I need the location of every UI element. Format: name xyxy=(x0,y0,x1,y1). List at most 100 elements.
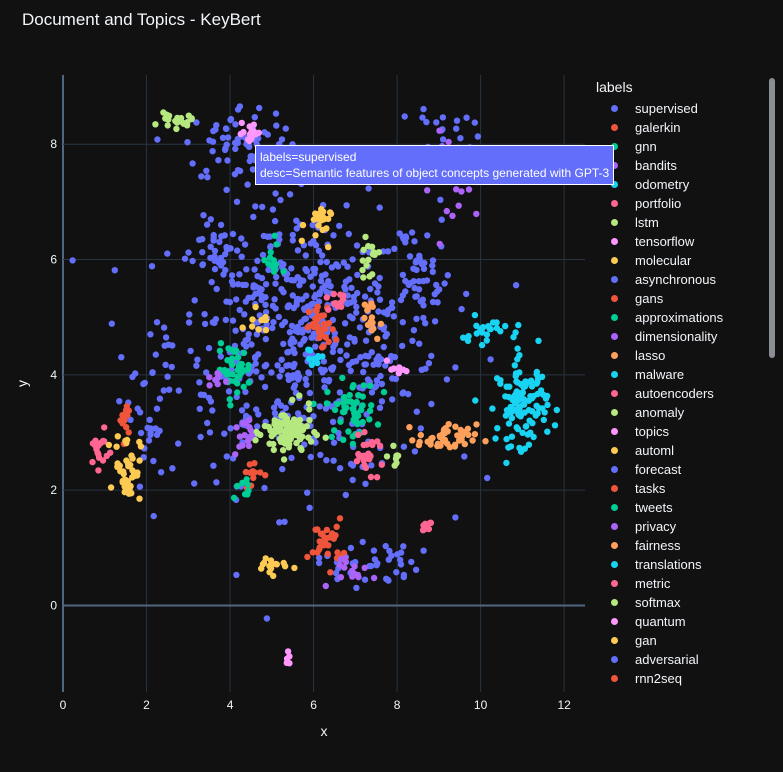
data-point-odometry[interactable] xyxy=(311,356,319,364)
data-point-lstm[interactable] xyxy=(305,400,313,407)
data-point-galerkin[interactable] xyxy=(317,331,325,339)
data-point-supervised[interactable] xyxy=(241,241,249,248)
legend-item-dimensionality[interactable]: dimensionality xyxy=(590,327,765,346)
data-point-supervised[interactable] xyxy=(388,352,395,360)
data-point-supervised[interactable] xyxy=(211,265,219,273)
legend-item-malware[interactable]: malware xyxy=(590,365,765,384)
legend-item-anomaly[interactable]: anomaly xyxy=(590,403,765,422)
data-point-bandits[interactable] xyxy=(436,127,443,134)
data-point-galerkin[interactable] xyxy=(324,550,331,557)
data-point-galerkin[interactable] xyxy=(329,326,336,333)
data-point-supervised[interactable] xyxy=(415,286,423,293)
data-point-supervised[interactable] xyxy=(413,408,420,415)
data-point-supervised[interactable] xyxy=(238,253,245,260)
data-point-lstm[interactable] xyxy=(311,428,318,436)
data-point-bandits[interactable] xyxy=(458,188,465,195)
data-point-portfolio[interactable] xyxy=(103,452,111,460)
data-point-supervised[interactable] xyxy=(347,299,354,306)
data-point-supervised[interactable] xyxy=(69,257,76,264)
data-point-tensorflow[interactable] xyxy=(250,121,257,128)
data-point-supervised[interactable] xyxy=(410,278,417,285)
data-point-supervised[interactable] xyxy=(261,363,268,370)
data-point-supervised[interactable] xyxy=(371,280,379,287)
data-point-lstm[interactable] xyxy=(188,115,195,123)
data-point-gnn[interactable] xyxy=(367,382,374,390)
data-point-supervised[interactable] xyxy=(356,324,364,331)
data-point-lstm[interactable] xyxy=(297,445,304,452)
data-point-supervised[interactable] xyxy=(376,274,383,282)
data-point-supervised[interactable] xyxy=(263,615,271,622)
legend-item-tasks[interactable]: tasks xyxy=(590,479,765,498)
data-point-portfolio[interactable] xyxy=(92,437,99,444)
data-point-supervised[interactable] xyxy=(285,302,292,309)
data-point-supervised[interactable] xyxy=(389,396,396,403)
data-point-dimensionality[interactable] xyxy=(236,433,244,440)
data-point-supervised[interactable] xyxy=(351,335,358,343)
data-point-supervised[interactable] xyxy=(323,288,330,295)
data-point-lstm[interactable] xyxy=(365,256,372,263)
data-point-supervised[interactable] xyxy=(382,542,389,550)
data-point-odometry[interactable] xyxy=(507,409,514,416)
data-point-lasso[interactable] xyxy=(471,431,479,438)
data-point-portfolio[interactable] xyxy=(361,462,368,469)
data-point-odometry[interactable] xyxy=(512,329,519,336)
data-point-lasso[interactable] xyxy=(428,435,435,442)
data-point-supervised[interactable] xyxy=(239,281,247,289)
data-point-supervised[interactable] xyxy=(206,429,214,436)
data-point-molecular[interactable] xyxy=(298,237,305,244)
data-point-odometry[interactable] xyxy=(473,330,480,337)
data-point-gnn[interactable] xyxy=(360,382,367,389)
data-point-supervised[interactable] xyxy=(254,257,261,264)
data-point-galerkin[interactable] xyxy=(328,530,336,537)
data-point-supervised[interactable] xyxy=(217,353,224,360)
data-point-lasso[interactable] xyxy=(364,307,371,314)
data-point-molecular[interactable] xyxy=(129,467,136,474)
data-point-supervised[interactable] xyxy=(162,361,169,368)
data-point-odometry[interactable] xyxy=(527,393,534,400)
data-point-lasso[interactable] xyxy=(482,438,489,445)
data-point-galerkin[interactable] xyxy=(119,420,126,427)
data-point-supervised[interactable] xyxy=(201,320,209,328)
data-point-bandits[interactable] xyxy=(445,138,452,146)
data-point-supervised[interactable] xyxy=(217,221,225,229)
data-point-supervised[interactable] xyxy=(164,250,171,257)
data-point-supervised[interactable] xyxy=(416,252,423,259)
data-point-supervised[interactable] xyxy=(378,380,386,388)
data-point-supervised[interactable] xyxy=(271,296,278,303)
data-point-supervised[interactable] xyxy=(233,571,240,579)
data-point-supervised[interactable] xyxy=(209,407,216,414)
data-point-odometry[interactable] xyxy=(517,413,524,420)
data-point-gnn[interactable] xyxy=(346,391,353,399)
data-point-supervised[interactable] xyxy=(424,232,431,239)
data-point-lstm[interactable] xyxy=(164,122,171,129)
data-point-supervised[interactable] xyxy=(345,361,353,369)
data-point-supervised[interactable] xyxy=(428,400,435,408)
data-point-gnn[interactable] xyxy=(340,399,347,407)
data-point-lstm[interactable] xyxy=(363,262,370,269)
data-point-supervised[interactable] xyxy=(309,283,316,290)
data-point-supervised[interactable] xyxy=(181,255,189,262)
legend-item-gans[interactable]: gans xyxy=(590,289,765,308)
data-point-supervised[interactable] xyxy=(328,366,336,373)
data-point-gnn[interactable] xyxy=(359,402,366,409)
data-point-supervised[interactable] xyxy=(276,519,283,526)
data-point-portfolio[interactable] xyxy=(373,474,381,481)
data-point-supervised[interactable] xyxy=(218,233,225,240)
data-point-gnn[interactable] xyxy=(353,398,360,406)
data-point-supervised[interactable] xyxy=(278,286,285,293)
data-point-gnn[interactable] xyxy=(343,404,350,411)
data-point-molecular[interactable] xyxy=(315,222,322,229)
data-point-supervised[interactable] xyxy=(243,266,250,273)
data-point-approximations[interactable] xyxy=(267,249,274,256)
data-point-odometry[interactable] xyxy=(308,361,315,368)
data-point-supervised[interactable] xyxy=(422,320,429,327)
data-point-supervised[interactable] xyxy=(286,191,294,198)
data-point-supervised[interactable] xyxy=(417,425,424,432)
data-point-odometry[interactable] xyxy=(519,429,526,436)
data-point-supervised[interactable] xyxy=(382,362,389,369)
data-point-lstm[interactable] xyxy=(371,251,378,258)
data-point-supervised[interactable] xyxy=(269,206,277,213)
data-point-gnn[interactable] xyxy=(345,428,352,435)
data-point-galerkin[interactable] xyxy=(314,549,321,556)
data-point-bandits[interactable] xyxy=(436,240,443,248)
